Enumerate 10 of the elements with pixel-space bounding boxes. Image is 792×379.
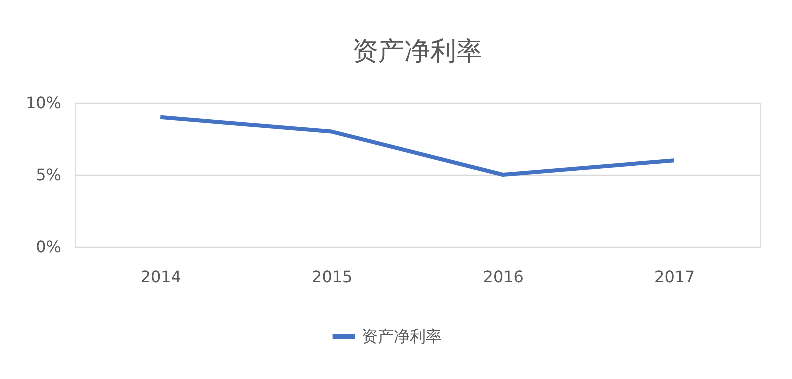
x-tick-label: 2014: [140, 268, 182, 286]
x-tick-label: 2017: [654, 268, 696, 286]
legend-label: 资产净利率: [362, 327, 442, 346]
x-tick-label: 2016: [483, 268, 524, 286]
y-tick-label: 5%: [36, 166, 62, 184]
y-tick-label: 10%: [26, 94, 62, 112]
chart-title: 资产净利率: [352, 37, 482, 67]
y-tick-label: 0%: [36, 238, 62, 256]
line-series: [158, 115, 676, 177]
x-tick-label: 2015: [312, 268, 353, 286]
